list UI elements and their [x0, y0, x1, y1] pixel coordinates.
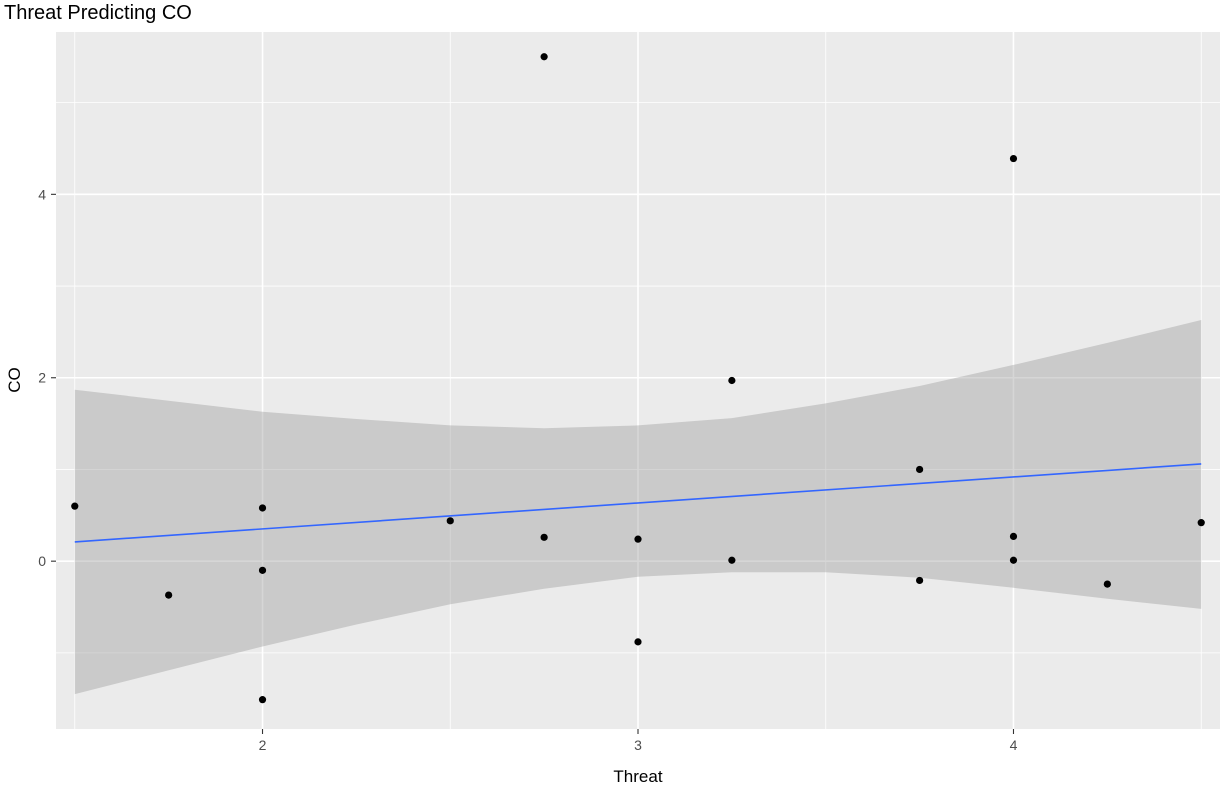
data-point: [634, 535, 642, 543]
data-points: [71, 53, 1205, 704]
data-point: [540, 53, 548, 61]
data-point: [728, 556, 736, 564]
x-axis-title: Threat: [613, 767, 662, 786]
data-point: [165, 591, 173, 599]
data-point: [916, 576, 924, 585]
data-point: [446, 517, 454, 525]
data-point: [1197, 519, 1205, 527]
major-gridlines: [56, 32, 1220, 729]
y-tick-label: 2: [38, 370, 46, 386]
y-axis-title: CO: [5, 367, 24, 393]
y-tick-label: 4: [38, 186, 46, 202]
data-point: [1009, 532, 1018, 541]
confidence-ribbon: [74, 320, 1202, 695]
y-axis-ticks: 0 2 4: [38, 186, 56, 569]
data-point: [1103, 580, 1111, 588]
x-tick-label: 4: [1010, 737, 1018, 753]
data-point: [728, 376, 736, 385]
y-tick-label: 0: [38, 553, 46, 569]
regression-line: [74, 463, 1202, 543]
x-axis-ticks: 2 3 4: [259, 729, 1018, 753]
data-point: [71, 502, 79, 510]
data-point: [1009, 556, 1018, 564]
data-point: [916, 465, 924, 474]
data-point: [540, 533, 548, 541]
data-point: [258, 696, 267, 704]
data-point: [258, 504, 267, 512]
data-point: [258, 566, 267, 574]
chart-title: Threat Predicting CO: [4, 2, 192, 24]
x-tick-label: 2: [259, 737, 267, 753]
data-point: [1009, 154, 1018, 163]
x-tick-label: 3: [634, 737, 642, 753]
data-point: [634, 638, 642, 646]
